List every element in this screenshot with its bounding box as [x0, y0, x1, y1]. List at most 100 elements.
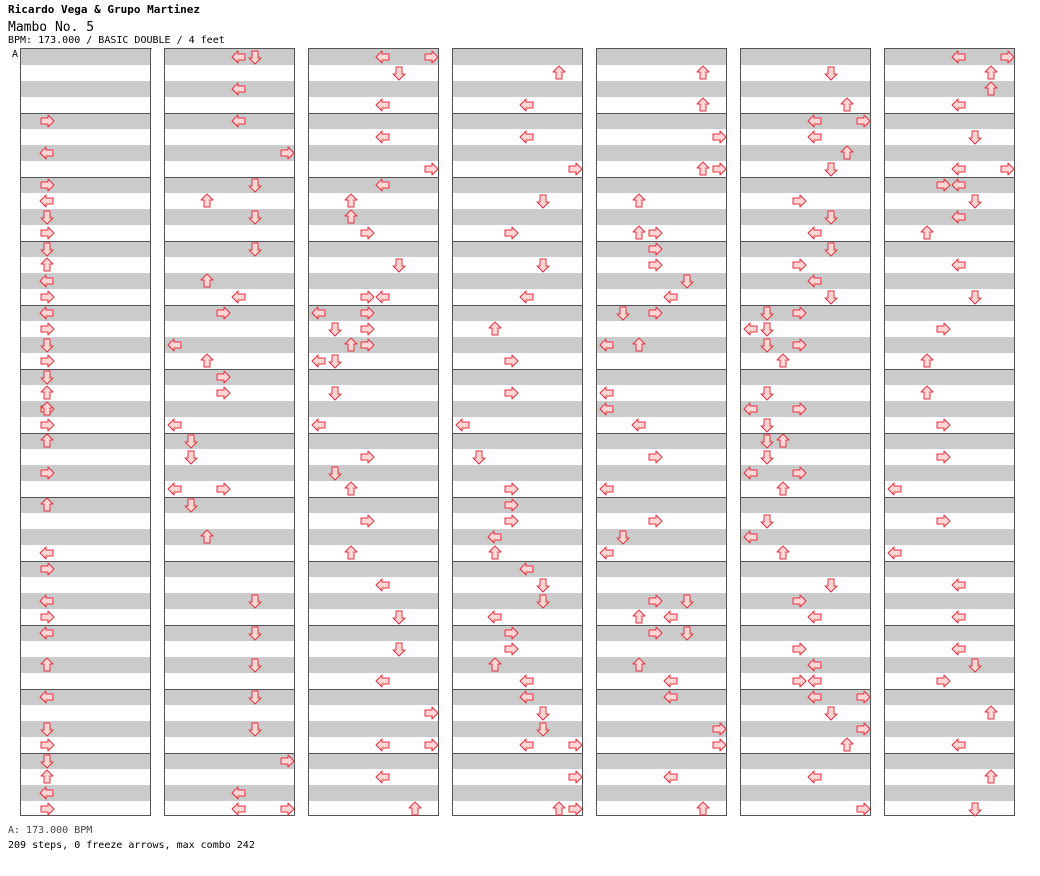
beat-stripe [165, 241, 294, 257]
measure-line [885, 625, 1014, 626]
beat-stripe [741, 625, 870, 641]
measure-line [453, 497, 582, 498]
beat-stripe [165, 401, 294, 417]
arrow-right-icon [40, 738, 55, 752]
beat-stripe [597, 49, 726, 65]
arrow-right-icon [280, 802, 295, 816]
arrow-down-icon [184, 450, 198, 465]
arrow-down-icon [760, 450, 774, 465]
beat-stripe [597, 465, 726, 481]
measure-line [21, 305, 150, 306]
beat-stripe [309, 785, 438, 801]
measure-line [453, 433, 582, 434]
arrow-right-icon [504, 226, 519, 240]
arrow-up-icon [40, 257, 54, 272]
beat-stripe [597, 81, 726, 97]
measure-line [597, 305, 726, 306]
chart-stats: 209 steps, 0 freeze arrows, max combo 24… [8, 840, 255, 851]
arrow-down-icon [472, 450, 486, 465]
beat-stripe [165, 49, 294, 65]
arrow-left-icon [951, 642, 966, 656]
measure-line [597, 689, 726, 690]
beat-stripe [741, 145, 870, 161]
arrow-left-icon [375, 770, 390, 784]
arrow-left-icon [455, 418, 470, 432]
measure-line [21, 625, 150, 626]
beat-stripe [885, 145, 1014, 161]
beat-stripe [453, 145, 582, 161]
beat-stripe [597, 529, 726, 545]
measure-line [741, 305, 870, 306]
arrow-left-icon [519, 98, 534, 112]
beat-stripe [885, 401, 1014, 417]
measure-line [309, 753, 438, 754]
arrow-right-icon [936, 322, 951, 336]
arrow-up-icon [408, 801, 422, 816]
arrow-down-icon [760, 386, 774, 401]
beat-stripe [21, 465, 150, 481]
arrow-left-icon [807, 130, 822, 144]
arrow-right-icon [216, 386, 231, 400]
beat-stripe [453, 113, 582, 129]
beat-stripe [741, 529, 870, 545]
beat-stripe [309, 369, 438, 385]
beat-stripe [597, 113, 726, 129]
measure-line [165, 433, 294, 434]
beat-stripe [21, 753, 150, 769]
arrow-down-icon [968, 130, 982, 145]
arrow-left-icon [39, 194, 54, 208]
beat-stripe [165, 305, 294, 321]
arrow-right-icon [936, 450, 951, 464]
beat-stripe [309, 721, 438, 737]
measure-line [453, 113, 582, 114]
chart-column-7 [884, 48, 1015, 817]
arrow-left-icon [951, 258, 966, 272]
beat-stripe [165, 145, 294, 161]
arrow-left-icon [375, 130, 390, 144]
beat-stripe [885, 753, 1014, 769]
beat-stripe [741, 657, 870, 673]
measure-line [309, 305, 438, 306]
measure-line [741, 625, 870, 626]
measure-line [885, 561, 1014, 562]
measure-line [597, 753, 726, 754]
measure-line [453, 753, 582, 754]
arrow-left-icon [663, 770, 678, 784]
beat-stripe [165, 657, 294, 673]
beat-stripe [885, 305, 1014, 321]
chart-column-2 [164, 48, 295, 816]
beat-stripe [597, 241, 726, 257]
arrow-up-icon [344, 193, 358, 208]
measure-line [885, 497, 1014, 498]
beat-stripe [21, 145, 150, 161]
arrow-left-icon [887, 482, 902, 496]
beat-stripe [165, 625, 294, 641]
measure-line [21, 753, 150, 754]
beat-stripe [453, 529, 582, 545]
measure-line [309, 625, 438, 626]
beat-stripe [885, 689, 1014, 705]
measure-line [597, 241, 726, 242]
beat-stripe [741, 465, 870, 481]
beat-stripe [309, 657, 438, 673]
beat-stripe [165, 753, 294, 769]
arrow-right-icon [40, 226, 55, 240]
arrow-left-icon [231, 802, 246, 816]
arrow-down-icon [536, 706, 550, 721]
beat-stripe [309, 305, 438, 321]
measure-line [741, 369, 870, 370]
arrow-down-icon [536, 578, 550, 593]
beat-stripe [741, 273, 870, 289]
beat-stripe [597, 145, 726, 161]
arrow-right-icon [936, 418, 951, 432]
arrow-right-icon [504, 514, 519, 528]
beat-stripe [165, 721, 294, 737]
arrow-right-icon [648, 450, 663, 464]
arrow-left-icon [375, 290, 390, 304]
beat-stripe [885, 49, 1014, 65]
measure-line [885, 305, 1014, 306]
beat-stripe [21, 273, 150, 289]
arrow-right-icon [568, 162, 583, 176]
arrow-down-icon [760, 418, 774, 433]
arrow-up-icon [200, 193, 214, 208]
